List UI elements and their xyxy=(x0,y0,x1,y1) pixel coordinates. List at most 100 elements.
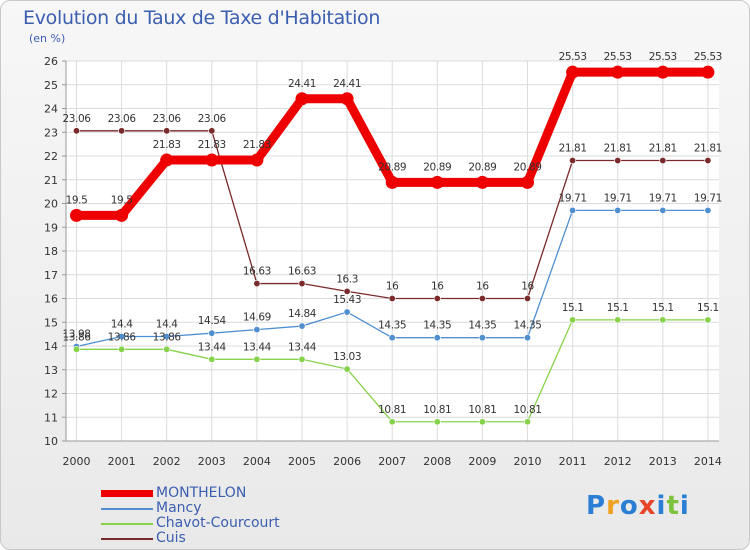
data-label-mancy: 14.35 xyxy=(423,320,451,332)
data-label-cuis: 21.81 xyxy=(694,143,722,155)
data-point-mancy xyxy=(704,206,712,214)
data-point-monthelon xyxy=(566,65,580,79)
data-label-cuis: 16.3 xyxy=(336,273,358,285)
data-label-mancy: 13.98 xyxy=(62,328,90,340)
data-label-mancy: 19.71 xyxy=(649,192,677,204)
data-point-monthelon xyxy=(430,175,444,189)
legend-item-chavot-courcourt: Chavot-Courcourt xyxy=(101,515,361,531)
y-tick-label: 17 xyxy=(44,269,58,282)
data-label-monthelon: 19.5 xyxy=(66,194,88,206)
data-point-monthelon xyxy=(611,65,625,79)
data-label-monthelon: 21.83 xyxy=(153,139,181,151)
logo-letter: x xyxy=(638,491,657,521)
x-tick-label: 2011 xyxy=(559,455,587,468)
data-label-mancy: 14.4 xyxy=(111,319,133,331)
data-point-cuis xyxy=(388,294,396,302)
logo-letter: o xyxy=(619,491,639,521)
data-point-mancy xyxy=(659,206,667,214)
data-point-monthelon xyxy=(295,92,309,106)
data-point-cuis xyxy=(118,127,126,135)
y-tick-label: 13 xyxy=(44,364,58,377)
data-label-chavot-courcourt: 15.1 xyxy=(607,302,629,314)
data-label-cuis: 16 xyxy=(476,281,489,293)
data-point-monthelon xyxy=(160,153,174,167)
x-tick-label: 2001 xyxy=(108,455,136,468)
data-label-monthelon: 21.83 xyxy=(243,139,271,151)
data-point-chavot-courcourt xyxy=(298,355,306,363)
data-label-chavot-courcourt: 10.81 xyxy=(378,404,406,416)
data-label-mancy: 14.54 xyxy=(198,315,227,327)
x-tick-label: 2003 xyxy=(198,455,226,468)
y-tick-label: 14 xyxy=(44,340,58,353)
legend-swatch-chavot-courcourt xyxy=(101,523,153,525)
data-point-cuis xyxy=(208,127,216,135)
data-point-cuis xyxy=(253,280,261,288)
data-point-chavot-courcourt xyxy=(478,418,486,426)
logo-letter: i xyxy=(656,491,667,521)
legend-item-cuis: Cuis xyxy=(101,530,361,546)
logo-letter: P xyxy=(586,491,607,521)
data-point-cuis xyxy=(659,157,667,165)
legend-label-chavot-courcourt: Chavot-Courcourt xyxy=(156,515,280,531)
data-label-monthelon: 19.5 xyxy=(111,194,133,206)
data-point-chavot-courcourt xyxy=(614,316,622,324)
data-label-chavot-courcourt: 10.81 xyxy=(468,404,496,416)
y-tick-label: 26 xyxy=(44,55,58,68)
data-point-monthelon xyxy=(701,65,715,79)
data-label-cuis: 16 xyxy=(386,281,399,293)
logo-letter: i xyxy=(679,491,690,521)
data-label-cuis: 16 xyxy=(521,281,534,293)
chart-subtitle: (en %) xyxy=(29,32,66,45)
data-point-mancy xyxy=(523,334,531,342)
x-tick-label: 2013 xyxy=(649,455,677,468)
data-label-chavot-courcourt: 10.81 xyxy=(513,404,541,416)
data-label-monthelon: 25.53 xyxy=(649,51,677,63)
data-point-cuis xyxy=(343,287,351,295)
y-tick-label: 10 xyxy=(44,435,58,448)
data-label-mancy: 14.35 xyxy=(513,320,541,332)
data-label-monthelon: 20.89 xyxy=(513,161,541,173)
x-tick-label: 2005 xyxy=(288,455,316,468)
data-label-mancy: 19.71 xyxy=(559,192,587,204)
y-tick-label: 20 xyxy=(44,198,58,211)
chart-legend: MONTHELON Mancy Chavot-Courcourt Cuis xyxy=(101,485,361,546)
data-point-chavot-courcourt xyxy=(569,316,577,324)
data-point-chavot-courcourt xyxy=(208,355,216,363)
y-tick-label: 18 xyxy=(44,245,58,258)
data-label-monthelon: 20.89 xyxy=(468,161,496,173)
data-label-chavot-courcourt: 13.86 xyxy=(153,331,182,343)
data-point-cuis xyxy=(298,280,306,288)
data-point-monthelon xyxy=(205,153,219,167)
data-label-cuis: 16 xyxy=(431,281,444,293)
data-label-cuis: 23.06 xyxy=(198,113,227,125)
data-label-chavot-courcourt: 10.81 xyxy=(423,404,451,416)
data-label-chavot-courcourt: 13.03 xyxy=(333,351,361,363)
data-label-chavot-courcourt: 13.86 xyxy=(62,331,91,343)
data-label-chavot-courcourt: 15.1 xyxy=(562,302,584,314)
data-label-monthelon: 20.89 xyxy=(423,161,451,173)
data-label-mancy: 15.43 xyxy=(333,294,361,306)
data-point-cuis xyxy=(478,294,486,302)
proxiti-logo: Proxiti xyxy=(586,491,690,521)
data-point-monthelon xyxy=(521,175,534,189)
data-point-chavot-courcourt xyxy=(704,316,712,324)
data-point-monthelon xyxy=(340,92,354,106)
data-point-chavot-courcourt xyxy=(523,418,531,426)
data-point-cuis xyxy=(704,157,712,165)
data-label-mancy: 14.4 xyxy=(156,319,178,331)
data-point-mancy xyxy=(343,308,351,316)
data-label-monthelon: 24.41 xyxy=(333,78,361,90)
data-point-chavot-courcourt xyxy=(253,355,261,363)
x-tick-label: 2007 xyxy=(378,455,406,468)
data-label-chavot-courcourt: 13.44 xyxy=(243,341,272,353)
data-label-mancy: 14.69 xyxy=(243,312,271,324)
y-tick-label: 12 xyxy=(44,388,58,401)
data-label-cuis: 23.06 xyxy=(108,113,137,125)
x-tick-label: 2006 xyxy=(333,455,361,468)
data-point-monthelon xyxy=(115,208,129,222)
data-point-chavot-courcourt xyxy=(388,418,396,426)
data-point-cuis xyxy=(73,127,81,135)
legend-item-monthelon: MONTHELON xyxy=(101,485,361,501)
legend-label-monthelon: MONTHELON xyxy=(156,485,247,501)
